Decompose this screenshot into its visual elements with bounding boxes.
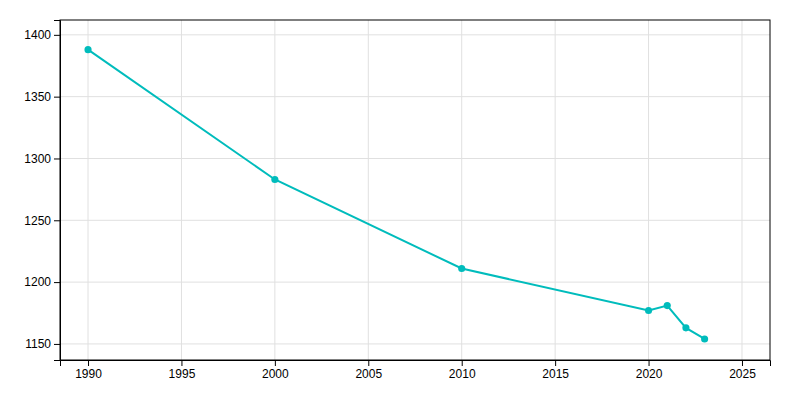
- tick-label: 2025: [729, 367, 756, 381]
- marker: [271, 176, 278, 183]
- tick-label: 2000: [262, 367, 289, 381]
- tick-mark: [275, 360, 276, 366]
- tick: 1400: [24, 28, 60, 42]
- marks: [84, 46, 708, 342]
- tick: 2005: [355, 360, 382, 381]
- tick-label: 2005: [355, 367, 382, 381]
- tick: 1300: [24, 152, 60, 166]
- grid-line-x: [181, 20, 182, 360]
- tick-mark: [54, 158, 60, 159]
- tick-label: 1250: [24, 214, 51, 228]
- tick-label: 1150: [25, 337, 51, 351]
- tick-label: 1350: [24, 90, 51, 104]
- tick-mark: [54, 35, 60, 36]
- tick-mark: [54, 97, 60, 98]
- tick: 2025: [729, 360, 756, 381]
- tick-mark: [88, 360, 89, 366]
- tick-mark: [54, 282, 60, 283]
- tick: 1995: [169, 360, 196, 381]
- grid-line-y: [60, 34, 770, 35]
- grid: [60, 20, 770, 360]
- tick-label: 2010: [449, 367, 476, 381]
- tick: 1250: [24, 214, 60, 228]
- tick-mark: [649, 360, 650, 366]
- tick-mark: [54, 344, 60, 345]
- grid-line-x: [368, 20, 369, 360]
- tick: 1990: [75, 360, 102, 381]
- grid-line-x: [741, 20, 742, 360]
- marker: [458, 265, 465, 272]
- grid-line-x: [461, 20, 462, 360]
- tick-mark: [462, 360, 463, 366]
- tick-label: 1990: [75, 367, 102, 381]
- tick: 2010: [449, 360, 476, 381]
- axis-line: [61, 361, 771, 367]
- grid-line-y: [60, 158, 770, 159]
- tick-mark: [742, 360, 743, 366]
- plot: 1990 1995 2000 2005 2010 2015 2020 2025 1150 1200…: [24, 20, 770, 381]
- chart: 1990 1995 2000 2005 2010 2015 2020 2025 1150 1200…: [0, 0, 800, 400]
- tick-label: 2020: [636, 367, 663, 381]
- marker: [682, 324, 689, 331]
- tick: 1200: [24, 275, 60, 289]
- axis-line: [54, 21, 61, 361]
- tick-label: 1300: [24, 152, 51, 166]
- tick-label: 1400: [24, 28, 51, 42]
- tick: 1150: [25, 337, 60, 351]
- tick: 1350: [24, 90, 60, 104]
- marker: [84, 46, 91, 53]
- grid-line-x: [88, 20, 89, 360]
- tick-label: 1200: [24, 275, 51, 289]
- tick-label: 1995: [169, 367, 196, 381]
- marker: [645, 307, 652, 314]
- marker: [701, 335, 708, 342]
- line: [88, 50, 705, 339]
- tick: 2020: [636, 360, 663, 381]
- y-axis: 1150 1200 1250 1300 1350 1400: [24, 21, 60, 361]
- grid-line-y: [60, 282, 770, 283]
- x-axis: 1990 1995 2000 2005 2010 2015 2020 2025: [61, 360, 771, 381]
- tick-mark: [555, 360, 556, 366]
- tick-mark: [181, 360, 182, 366]
- plot-frame: [60, 20, 770, 360]
- grid-line-y: [60, 96, 770, 97]
- grid-line-y: [60, 220, 770, 221]
- grid-line-x: [555, 20, 556, 360]
- grid-line-x: [274, 20, 275, 360]
- tick-label: 2015: [542, 367, 569, 381]
- tick-mark: [368, 360, 369, 366]
- tick-mark: [54, 220, 60, 221]
- tick: 2000: [262, 360, 289, 381]
- grid-line-y: [60, 343, 770, 344]
- tick: 2015: [542, 360, 569, 381]
- marker: [664, 302, 671, 309]
